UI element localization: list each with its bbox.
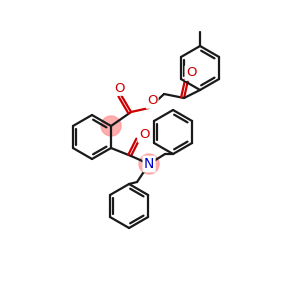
Circle shape: [139, 154, 159, 174]
Text: O: O: [147, 94, 157, 107]
Text: O: O: [139, 128, 149, 142]
Text: O: O: [186, 67, 196, 80]
Circle shape: [101, 116, 121, 136]
Text: O: O: [114, 82, 124, 94]
Text: N: N: [144, 157, 154, 171]
